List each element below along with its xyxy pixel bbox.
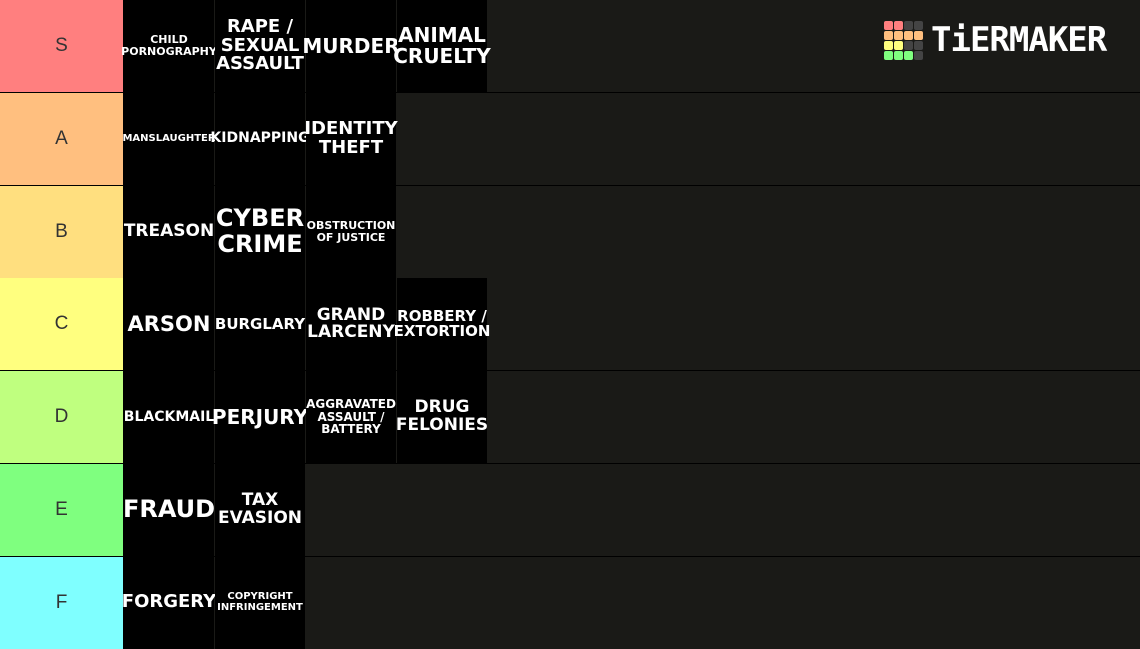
tier-item[interactable]: BLACKMAIL	[124, 371, 215, 464]
tier-items: FORGERY COPYRIGHT INFRINGEMENT	[122, 556, 306, 649]
tier-item[interactable]: KIDNAPPING	[210, 92, 310, 185]
logo-grid-cell	[904, 50, 913, 60]
tier-row-f: F FORGERY COPYRIGHT INFRINGEMENT	[0, 556, 1140, 649]
logo-grid-cell	[904, 20, 913, 30]
logo-grid-cell	[894, 50, 903, 60]
logo-grid-cell	[914, 50, 923, 60]
tier-item[interactable]: PERJURY	[212, 371, 308, 464]
tier-item[interactable]: ROBBERY / EXTORTION	[394, 278, 490, 371]
tier-items: MANSLAUGHTER KIDNAPPING IDENTITY THEFT	[122, 92, 398, 185]
tier-item[interactable]: CYBER CRIME	[215, 185, 306, 278]
tier-items: BLACKMAIL PERJURY AGGRAVATED ASSAULT / BAT…	[124, 371, 488, 464]
tier-row-c: C ARSON BURGLARY GRAND LARCENY ROBBERY / EXT…	[0, 278, 1140, 371]
tier-item[interactable]: IDENTITY THEFT	[304, 92, 398, 185]
logo-grid-cell	[914, 30, 923, 40]
logo-grid-cell	[914, 40, 923, 50]
tier-item[interactable]: DRUG FELONIES	[396, 371, 488, 464]
logo-grid-cell	[894, 20, 903, 30]
tier-items: CHILD PORNOGRAPHY RAPE / SEXUAL ASSAULT MU…	[121, 0, 491, 92]
tier-label[interactable]: A	[0, 92, 124, 185]
tiermaker-logo: TiERMAKER	[884, 20, 1107, 60]
tier-item[interactable]: GRAND LARCENY	[306, 278, 397, 371]
tier-row-e: E FRAUD TAX EVASION	[0, 464, 1140, 556]
tier-items: ARSON BURGLARY GRAND LARCENY ROBBERY / EXTO…	[124, 278, 490, 371]
tier-label[interactable]: E	[0, 464, 124, 556]
logo-grid-cell	[884, 40, 893, 50]
logo-grid-cell	[894, 40, 903, 50]
tier-items: FRAUD TAX EVASION	[123, 464, 306, 556]
tier-row-a: A MANSLAUGHTER KIDNAPPING IDENTITY THEFT	[0, 92, 1140, 185]
logo-text: TiERMAKER	[931, 20, 1107, 60]
tier-item[interactable]: FRAUD	[123, 464, 215, 556]
logo-grid-cell	[904, 30, 913, 40]
tier-item[interactable]: TREASON	[124, 185, 215, 278]
tier-item[interactable]: FORGERY	[122, 556, 216, 649]
tier-item[interactable]: RAPE / SEXUAL ASSAULT	[215, 0, 306, 92]
tier-row-d: D BLACKMAIL PERJURY AGGRAVATED ASSAULT / BA…	[0, 371, 1140, 464]
tier-item[interactable]: BURGLARY	[215, 278, 306, 371]
tier-row-s: S CHILD PORNOGRAPHY RAPE / SEXUAL ASSAULT M…	[0, 0, 1140, 92]
tier-row-b: B TREASON CYBER CRIME OBSTRUCTION OF JUSTIC…	[0, 185, 1140, 278]
logo-grid-cell	[884, 20, 893, 30]
logo-grid-cell	[884, 50, 893, 60]
tier-item[interactable]: CHILD PORNOGRAPHY	[121, 0, 217, 92]
tier-item[interactable]: MANSLAUGHTER	[122, 92, 216, 185]
tier-item[interactable]: MURDER	[302, 0, 400, 92]
tier-label[interactable]: S	[0, 0, 124, 92]
tier-items: TREASON CYBER CRIME OBSTRUCTION OF JUSTICE	[124, 185, 397, 278]
tier-item[interactable]: OBSTRUCTION OF JUSTICE	[306, 185, 397, 278]
logo-grid-icon	[884, 20, 923, 60]
tier-item[interactable]: ANIMAL CRUELTY	[393, 0, 491, 92]
tier-label[interactable]: B	[0, 185, 124, 278]
logo-grid-cell	[894, 30, 903, 40]
tier-item[interactable]: COPYRIGHT INFRINGEMENT	[215, 556, 306, 649]
logo-grid-cell	[904, 40, 913, 50]
logo-grid-cell	[914, 20, 923, 30]
tier-label[interactable]: C	[0, 278, 124, 371]
tier-item[interactable]: AGGRAVATED ASSAULT / BATTERY	[306, 371, 397, 464]
tier-label[interactable]: F	[0, 556, 124, 649]
tier-label[interactable]: D	[0, 371, 124, 464]
logo-grid-cell	[884, 30, 893, 40]
tier-item[interactable]: ARSON	[124, 278, 215, 371]
tier-item[interactable]: TAX EVASION	[215, 464, 306, 556]
